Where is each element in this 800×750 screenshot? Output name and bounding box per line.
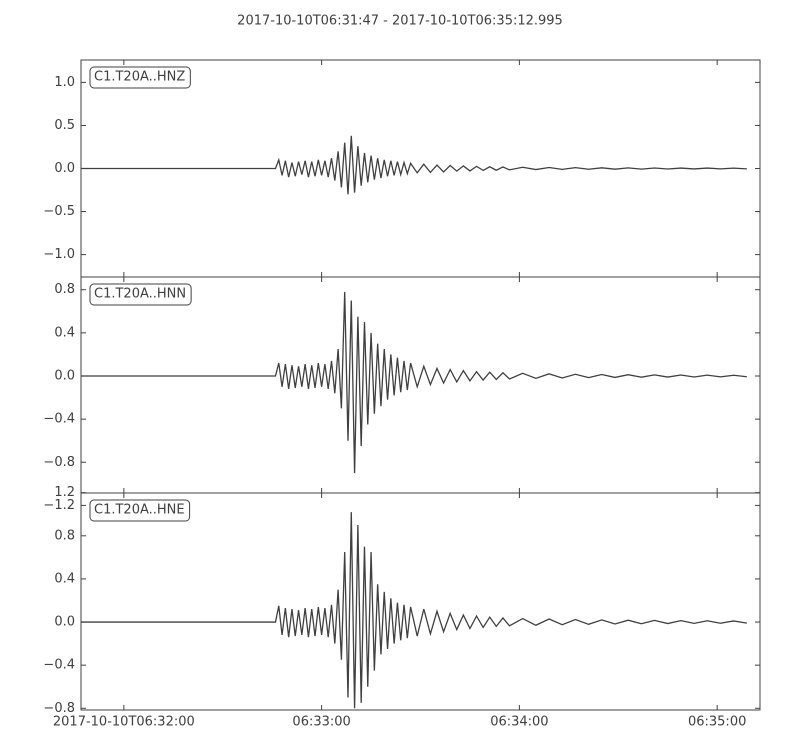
x-tick-label: 2017-10-10T06:32:00 <box>53 715 195 730</box>
panel-frame <box>80 492 761 711</box>
legend-box <box>89 66 191 89</box>
waveform <box>81 291 747 474</box>
waveform <box>81 512 747 709</box>
legend-box <box>89 283 192 306</box>
x-tick-label: 06:34:00 <box>490 715 548 730</box>
y-tick-label: 0.4 <box>54 571 75 586</box>
y-tick-label: 0.0 <box>54 615 75 630</box>
panel-frame <box>80 276 761 494</box>
panel: −1.0 −0.5 0.0 0.5 1.0 C1.T20A..HNZ <box>43 59 761 278</box>
y-tick-label: −0.5 <box>43 204 75 219</box>
panel: −0.8 −0.4 0.0 0.4 0.8 1.2 2017-10-10T06:32:00 0… <box>43 485 761 730</box>
figure-title: 2017-10-10T06:31:47 - 2017-10-10T06:35:1… <box>237 14 563 29</box>
y-tick-label: 0.0 <box>54 368 75 383</box>
y-tick-label: 0.8 <box>54 528 75 543</box>
panel: −1.2 −0.8 −0.4 0.0 0.4 0.8 C1.T20A..HNN <box>43 276 761 513</box>
y-tick-label: 1.2 <box>54 485 75 500</box>
y-tick-label: −1.0 <box>43 247 75 262</box>
x-tick-label: 06:35:00 <box>688 715 746 730</box>
legend-label: C1.T20A..HNN <box>94 287 186 302</box>
waveform <box>81 135 747 195</box>
legend-box <box>89 499 191 522</box>
y-tick-label: −0.8 <box>43 701 75 716</box>
y-tick-label: 0.8 <box>54 282 75 297</box>
x-tick-label: 06:33:00 <box>292 715 350 730</box>
y-tick-label: −1.2 <box>43 498 75 513</box>
y-tick-label: −0.4 <box>43 412 75 427</box>
y-tick-label: 1.0 <box>54 75 75 90</box>
y-tick-label: 0.0 <box>54 161 75 176</box>
y-tick-label: 0.5 <box>54 118 75 133</box>
y-tick-label: −0.4 <box>43 658 75 673</box>
legend-label: C1.T20A..HNZ <box>94 70 185 85</box>
legend-label: C1.T20A..HNE <box>94 503 185 518</box>
y-tick-label: 0.4 <box>54 325 75 340</box>
y-tick-label: −0.8 <box>43 455 75 470</box>
